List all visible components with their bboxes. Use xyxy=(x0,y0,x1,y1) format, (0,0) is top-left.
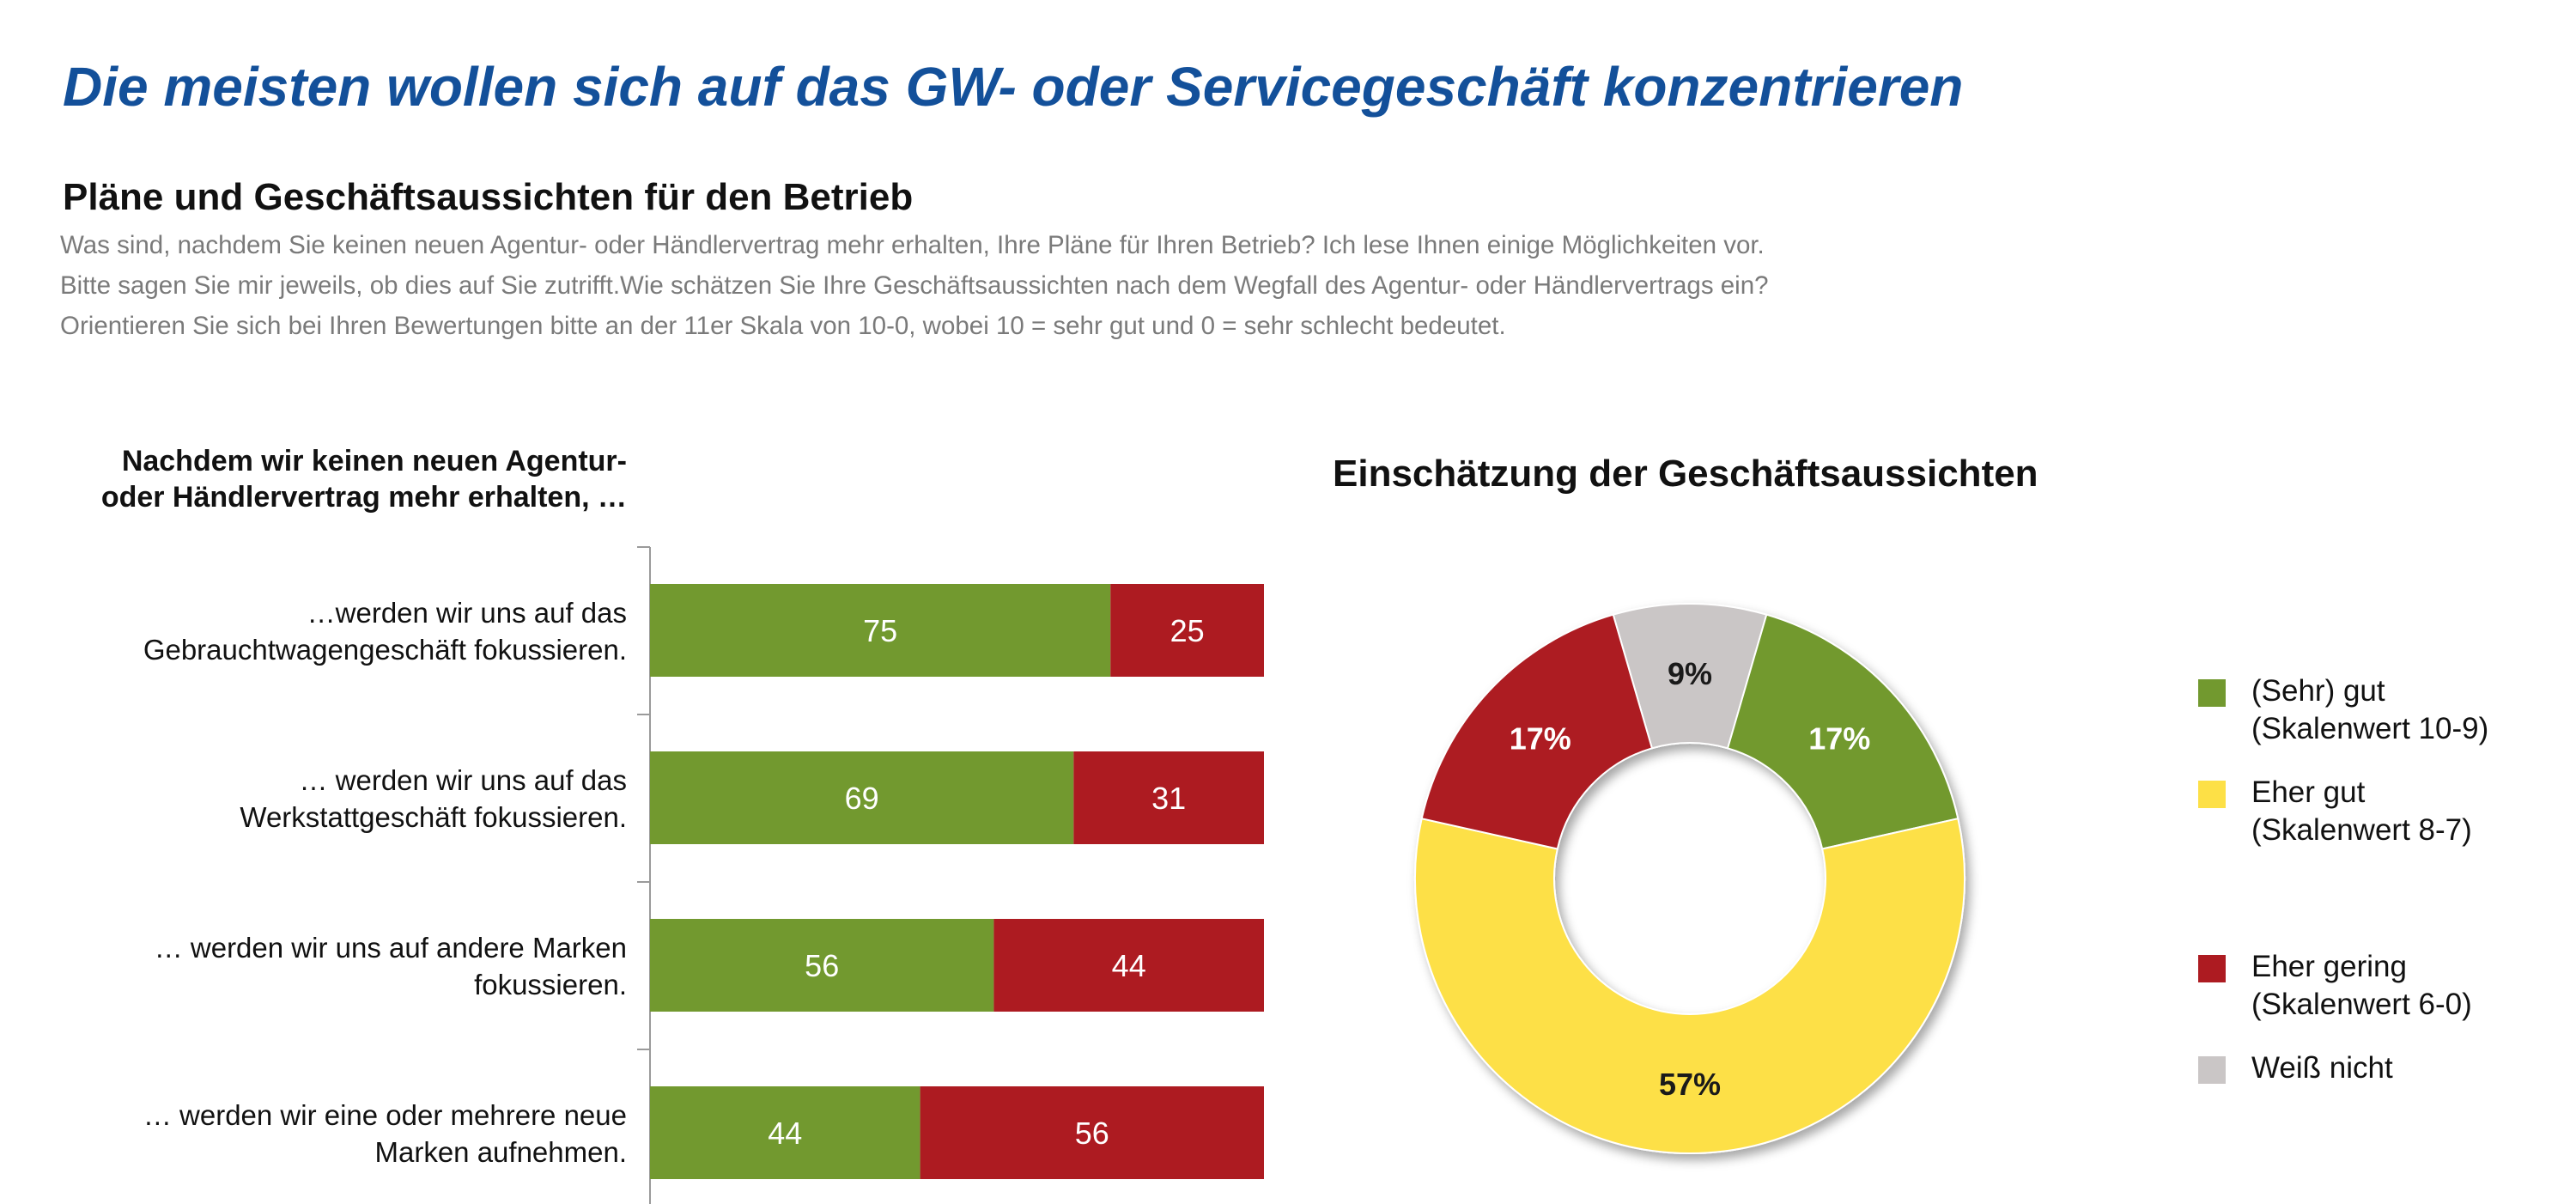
legend-item-eher-gering: Eher gering (Skalenwert 6-0) xyxy=(2198,948,2472,1024)
donut-slice xyxy=(1420,613,1654,850)
legend-label: Eher gut (Skalenwert 8-7) xyxy=(2251,774,2472,849)
bar-segment-green xyxy=(650,1086,920,1179)
category-label: … werden wir eine oder mehrere neue Marke… xyxy=(143,1099,627,1168)
legend-label: (Sehr) gut (Skalenwert 10-9) xyxy=(2251,672,2488,748)
category-label: …werden wir uns auf das Gebrauchtwagenges… xyxy=(143,597,627,666)
category-label-line: …werden wir uns auf das xyxy=(307,597,627,629)
bar-chart-heading-line: oder Händlervertrag mehr erhalten, … xyxy=(100,481,627,514)
bar-segment-red xyxy=(920,1086,1264,1179)
category-label: … werden wir uns auf andere Marken fokuss… xyxy=(155,932,627,1000)
donut-slice xyxy=(1414,817,1965,1154)
question-text: Was sind, nachdem Sie keinen neuen Agent… xyxy=(60,225,1769,346)
headline: Die meisten wollen sich auf das GW- oder… xyxy=(63,56,1964,118)
donut-chart: 9% 17% 57% 17% xyxy=(1414,603,1965,1154)
donut-data-label: 9% xyxy=(1668,656,1712,691)
legend-label-sub: (Skalenwert 6-0) xyxy=(2251,988,2472,1021)
bar-segment-green xyxy=(650,751,1074,844)
donut-slices xyxy=(1414,603,1965,1154)
bar-chart: 75 25 …werden wir uns auf das Gebrauchtwage… xyxy=(143,546,1264,1204)
legend-item-weiss-nicht: Weiß nicht xyxy=(2198,1049,2393,1087)
bar-segment-red xyxy=(993,919,1264,1012)
category-label-line: Gebrauchtwagengeschäft fokussieren. xyxy=(143,634,627,666)
bar-segment-green xyxy=(650,919,994,1012)
bar-data-label: 56 xyxy=(1075,1116,1109,1151)
legend-label-sub: (Skalenwert 8-7) xyxy=(2251,813,2472,847)
bar-chart-heading: Nachdem wir keinen neuen Agentur- oder H… xyxy=(101,443,627,515)
subheadline: Pläne und Geschäftsaussichten für den Be… xyxy=(63,176,914,218)
bar-segment-red xyxy=(1110,584,1264,677)
question-line: Was sind, nachdem Sie keinen neuen Agent… xyxy=(60,231,1765,259)
legend-item-sehr-gut: (Sehr) gut (Skalenwert 10-9) xyxy=(2198,672,2488,748)
bar-segment-green xyxy=(650,584,1111,677)
bar-data-label: 25 xyxy=(1170,613,1205,648)
bar-data-label: 75 xyxy=(863,613,897,648)
legend-label: Weiß nicht xyxy=(2251,1049,2393,1087)
category-label-line: … werden wir uns auf andere Marken xyxy=(155,932,627,964)
legend-swatch xyxy=(2198,781,2226,808)
question-line: Orientieren Sie sich bei Ihren Bewertung… xyxy=(60,312,1506,340)
legend-swatch xyxy=(2198,955,2226,982)
donut-data-label: 57% xyxy=(1659,1067,1721,1102)
question-line: Bitte sagen Sie mir jeweils, ob dies auf… xyxy=(60,271,1769,300)
donut-data-label: 17% xyxy=(1510,721,1571,756)
legend-label-main: Weiß nicht xyxy=(2251,1051,2393,1085)
donut-chart-title: Einschätzung der Geschäftsaussichten xyxy=(1333,453,2038,495)
category-label-line: … werden wir eine oder mehrere neue xyxy=(143,1099,627,1131)
legend-label-main: Eher gering xyxy=(2251,950,2407,983)
bar-segment-red xyxy=(1073,751,1264,844)
legend-item-eher-gut: Eher gut (Skalenwert 8-7) xyxy=(2198,774,2472,849)
category-label-line: Werkstattgeschäft fokussieren. xyxy=(240,801,627,833)
bar-data-label: 44 xyxy=(768,1116,802,1151)
donut-legend: (Sehr) gut (Skalenwert 10-9) Eher gut (S… xyxy=(2198,0,2576,1204)
legend-label: Eher gering (Skalenwert 6-0) xyxy=(2251,948,2472,1024)
category-label: … werden wir uns auf das Werkstattgeschäf… xyxy=(240,764,627,833)
legend-swatch xyxy=(2198,1056,2226,1084)
bar-data-label: 56 xyxy=(805,948,839,983)
donut-slice xyxy=(1726,613,1959,850)
bar-data-label: 44 xyxy=(1112,948,1146,983)
legend-label-main: (Sehr) gut xyxy=(2251,674,2385,708)
legend-label-sub: (Skalenwert 10-9) xyxy=(2251,712,2489,745)
bar-data-label: 31 xyxy=(1151,781,1186,816)
category-label-line: Marken aufnehmen. xyxy=(374,1136,627,1168)
legend-label-main: Eher gut xyxy=(2251,775,2366,809)
donut-data-label: 17% xyxy=(1808,721,1870,756)
bar-chart-heading-line: Nachdem wir keinen neuen Agentur- xyxy=(121,445,627,477)
category-label-line: … werden wir uns auf das xyxy=(299,764,627,796)
bar-data-label: 69 xyxy=(845,781,879,816)
category-label-line: fokussieren. xyxy=(474,969,627,1000)
legend-swatch xyxy=(2198,679,2226,707)
